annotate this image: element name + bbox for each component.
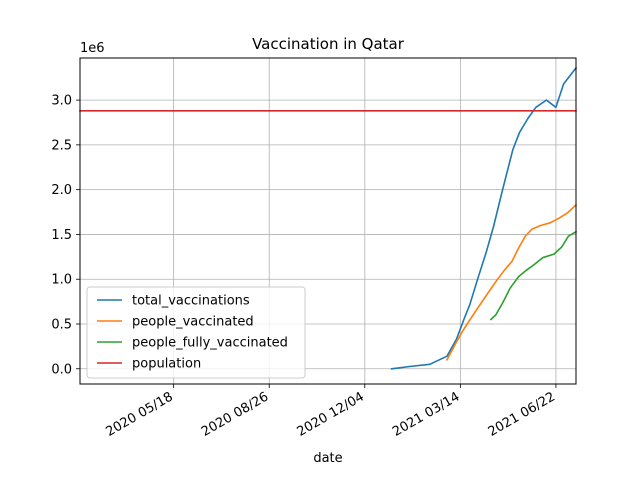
legend-label: people_fully_vaccinated bbox=[132, 336, 288, 351]
y-tick-label: 2.0 bbox=[51, 183, 72, 198]
grid bbox=[80, 58, 576, 384]
series-line-people-vaccinated bbox=[445, 203, 578, 361]
legend: total_vaccinations people_vaccinatedpeopl… bbox=[86, 286, 306, 379]
x-axis-label: date bbox=[313, 451, 342, 466]
y-tick-label: 0.0 bbox=[51, 362, 72, 377]
chart-title: Vaccination in Qatar bbox=[252, 35, 405, 53]
series-line-people-fully-vaccinated bbox=[489, 230, 578, 321]
series-lines bbox=[79, 66, 578, 370]
legend-label: total_vaccinations bbox=[132, 294, 250, 309]
y-tick-label: 0.5 bbox=[51, 317, 72, 332]
legend-box bbox=[86, 286, 306, 379]
legend-label: population bbox=[132, 357, 201, 372]
y-tick-label: 1.5 bbox=[51, 228, 72, 243]
y-tick-label: 1.0 bbox=[51, 273, 72, 288]
y-tick-label: 3.0 bbox=[51, 94, 72, 109]
y-tick-label: 2.5 bbox=[51, 138, 72, 153]
plot-frame bbox=[79, 57, 577, 385]
series-line-total-vaccinations bbox=[390, 66, 578, 370]
legend-label: people_vaccinated bbox=[132, 315, 254, 330]
y-offset-label: 1e6 bbox=[80, 41, 105, 56]
y-axis: 0.0 0.5 1.0 1.5 2.0 2.5 3.0 bbox=[51, 94, 80, 377]
